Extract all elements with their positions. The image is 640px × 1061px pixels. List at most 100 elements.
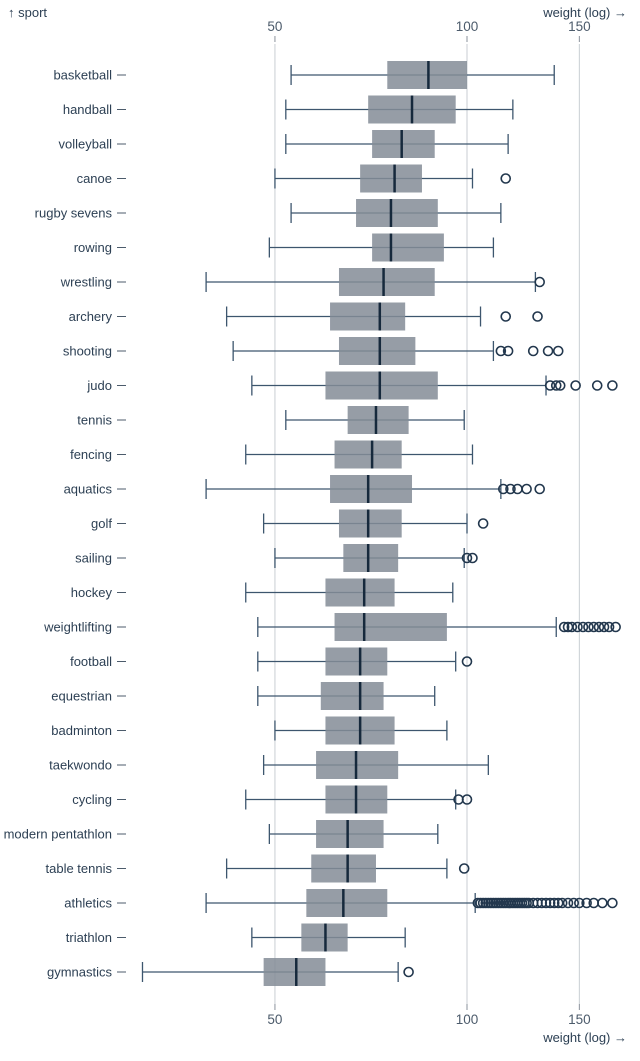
- sport-tick-label: aquatics: [64, 482, 113, 497]
- sport-tick-label: shooting: [63, 344, 112, 359]
- box-row-football: football: [70, 647, 473, 676]
- outlier-dot: [542, 345, 554, 357]
- outlier-dot: [500, 173, 512, 184]
- sport-tick-label: hockey: [71, 585, 113, 600]
- box-row-shooting: shooting: [63, 337, 564, 365]
- sport-tick-label: rowing: [74, 240, 112, 255]
- y-axis-label: ↑ sport: [8, 5, 48, 20]
- iqr-box: [360, 164, 422, 193]
- box-row-triathlon: triathlon: [66, 923, 406, 952]
- outlier-dot: [458, 863, 470, 874]
- outlier-dot: [583, 621, 594, 633]
- outlier-dot: [461, 656, 473, 667]
- iqr-box: [311, 854, 376, 883]
- iqr-box: [372, 233, 444, 262]
- outlier-dot: [593, 621, 605, 633]
- outlier-dot: [544, 380, 556, 391]
- sport-tick-label: rugby sevens: [35, 206, 113, 221]
- iqr-box: [338, 337, 416, 365]
- box-row-archery: archery: [69, 302, 543, 331]
- outlier-dot: [591, 380, 603, 391]
- sport-tick-label: badminton: [51, 723, 112, 738]
- outlier-dot: [581, 897, 592, 909]
- sport-tick-label: cycling: [72, 792, 112, 807]
- outlier-dot: [534, 483, 545, 495]
- outlier-dot: [577, 621, 589, 633]
- outlier-dot: [597, 897, 608, 909]
- box-row-fencing: fencing: [70, 440, 474, 469]
- box-row-basketball: basketball: [53, 61, 555, 89]
- box-row-rugby-sevens: rugby sevens: [35, 199, 502, 227]
- outlier-dot: [574, 897, 585, 909]
- outlier-dot: [558, 621, 570, 633]
- box-row-table-tennis: table tennis: [46, 854, 470, 883]
- sport-tick-label: tennis: [77, 413, 112, 428]
- iqr-box: [263, 958, 326, 986]
- outlier-dot: [500, 311, 512, 322]
- iqr-box: [334, 613, 447, 641]
- sport-tick-label: handball: [63, 102, 112, 117]
- outlier-dot: [502, 345, 514, 357]
- box-row-weightlifting: weightlifting: [43, 613, 621, 641]
- iqr-box: [316, 820, 384, 848]
- outlier-dot: [521, 483, 532, 495]
- outlier-dot: [544, 897, 556, 909]
- sport-tick-label: modern pentathlon: [4, 827, 112, 842]
- outlier-dot: [498, 483, 509, 495]
- iqr-box: [338, 509, 402, 538]
- box-row-aquatics: aquatics: [64, 475, 545, 503]
- sport-tick-label: golf: [91, 516, 112, 531]
- iqr-box: [320, 682, 384, 710]
- outlier-dot: [467, 552, 478, 564]
- iqr-box: [334, 440, 402, 469]
- iqr-box: [372, 130, 435, 158]
- outlier-dot: [562, 897, 574, 909]
- outlier-dot: [548, 897, 560, 909]
- outlier-dot: [610, 621, 621, 633]
- outlier-dot: [572, 621, 583, 633]
- sport-tick-label: athletics: [64, 896, 112, 911]
- iqr-box: [347, 406, 409, 434]
- box-row-cycling: cycling: [72, 785, 473, 814]
- box-row-golf: golf: [91, 509, 489, 538]
- outlier-dot: [552, 345, 564, 357]
- box-row-taekwondo: taekwondo: [49, 751, 489, 779]
- outlier-dot: [505, 483, 516, 495]
- outlier-dot: [607, 380, 618, 391]
- box-row-equestrian: equestrian: [51, 682, 436, 710]
- outlier-dot: [556, 897, 568, 909]
- outlier-dot: [568, 897, 580, 909]
- x-tick-label-bottom: 50: [267, 1012, 282, 1027]
- x-tick-label-top: 100: [456, 19, 479, 34]
- sport-tick-label: triathlon: [66, 930, 112, 945]
- outlier-dot: [566, 621, 578, 633]
- box-row-rowing: rowing: [74, 233, 495, 262]
- box-row-athletics: athletics: [64, 889, 618, 917]
- iqr-box: [325, 578, 395, 607]
- x-tick-label-bottom: 100: [456, 1012, 479, 1027]
- iqr-box: [387, 61, 467, 89]
- sport-tick-label: sailing: [75, 551, 112, 566]
- sport-tick-label: football: [70, 654, 112, 669]
- iqr-box: [330, 475, 413, 503]
- outlier-dot: [534, 276, 545, 288]
- outlier-dot: [588, 621, 600, 633]
- iqr-box: [356, 199, 438, 227]
- box-row-judo: judo: [86, 371, 618, 400]
- sport-tick-label: judo: [86, 378, 112, 393]
- outlier-dot: [461, 794, 473, 805]
- box-row-tennis: tennis: [77, 406, 465, 434]
- outlier-dot: [527, 345, 539, 357]
- sport-tick-label: taekwondo: [49, 758, 112, 773]
- outlier-dot: [532, 311, 543, 322]
- sport-tick-label: archery: [69, 309, 113, 324]
- box-row-badminton: badminton: [51, 716, 448, 745]
- iqr-box: [330, 302, 406, 331]
- sport-tick-label: table tennis: [46, 861, 113, 876]
- outlier-dot: [495, 345, 507, 357]
- outlier-dot: [598, 621, 610, 633]
- box-row-hockey: hockey: [71, 578, 454, 607]
- iqr-box: [325, 647, 388, 676]
- x-tick-label-top: 150: [568, 19, 591, 34]
